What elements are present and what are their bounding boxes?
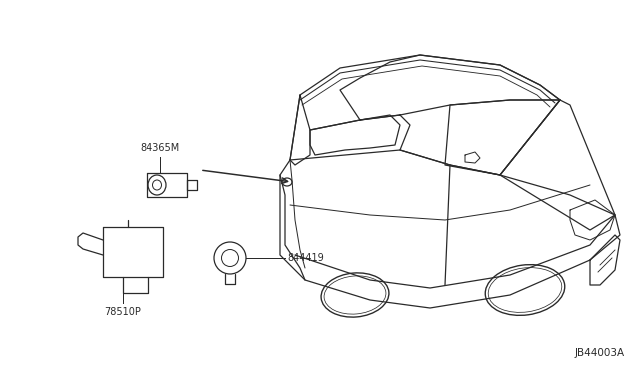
Text: 844419: 844419 [287, 253, 324, 263]
Text: 84365M: 84365M [140, 143, 180, 153]
Text: JB44003A: JB44003A [575, 348, 625, 358]
Text: 78510P: 78510P [104, 307, 141, 317]
